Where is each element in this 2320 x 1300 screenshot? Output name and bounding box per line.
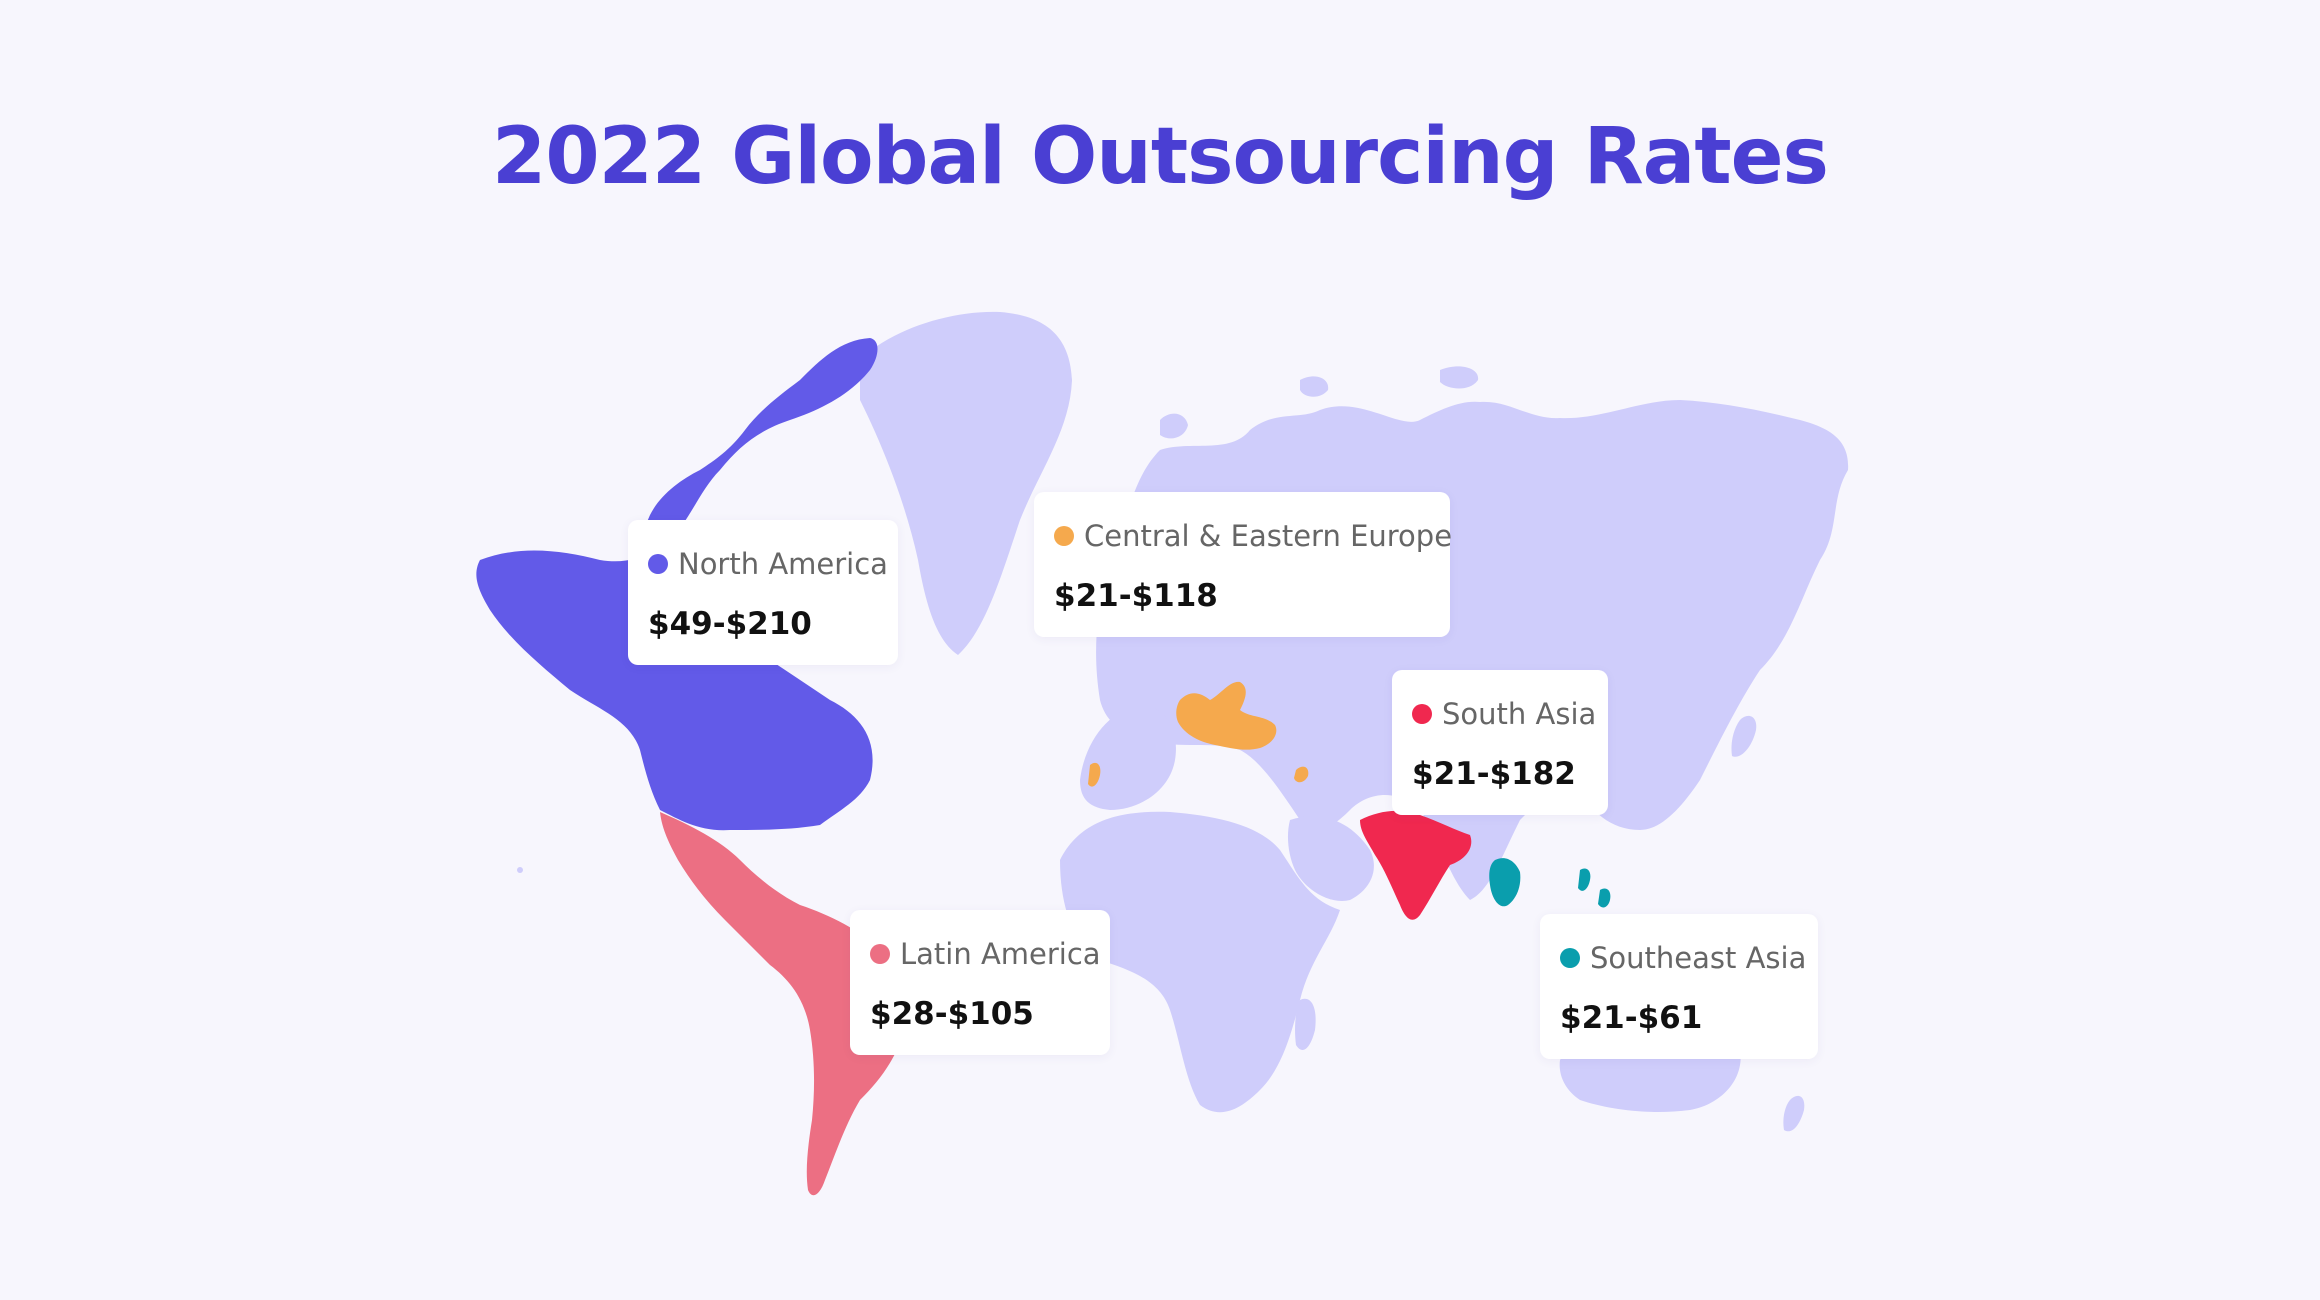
- landmass-greenland: [860, 311, 1072, 655]
- landmass-madagascar: [1295, 998, 1316, 1050]
- region-central-eastern-europe: [1088, 681, 1309, 787]
- region-south-asia: [1360, 810, 1472, 920]
- legend-dot: [1560, 948, 1580, 968]
- region-rate: $21-$182: [1412, 756, 1576, 792]
- region-rate: $28-$105: [870, 996, 1034, 1032]
- region-name: North America: [678, 547, 888, 581]
- region-card-south-asia: South Asia $21-$182: [1392, 670, 1608, 815]
- region-southeast-asia: [1489, 858, 1611, 908]
- landmass-new-zealand: [1783, 1095, 1805, 1132]
- region-north-america: [476, 338, 878, 831]
- landmass-western-europe: [1080, 705, 1176, 810]
- region-name: Central & Eastern Europe: [1084, 519, 1453, 553]
- region-name: South Asia: [1442, 697, 1597, 731]
- region-card-southeast-asia: Southeast Asia $21-$61: [1540, 914, 1818, 1059]
- region-rate: $49-$210: [648, 606, 812, 642]
- region-name: Southeast Asia: [1590, 941, 1807, 975]
- region-card-latin-america: Latin America $28-$105: [850, 910, 1110, 1055]
- landmass-japan: [1731, 715, 1757, 757]
- legend-dot: [1412, 704, 1432, 724]
- region-rate: $21-$118: [1054, 578, 1218, 614]
- legend-dot: [648, 554, 668, 574]
- landmass-hawaii: [517, 867, 523, 873]
- landmass-arabia: [1287, 816, 1374, 901]
- region-rate: $21-$61: [1560, 1000, 1703, 1036]
- region-name: Latin America: [900, 937, 1101, 971]
- legend-dot: [870, 944, 890, 964]
- page-title: 2022 Global Outsourcing Rates: [492, 112, 1829, 202]
- legend-dot: [1054, 526, 1074, 546]
- region-latin-america: [660, 812, 907, 1196]
- landmass-arctic-islands: [1160, 366, 1479, 439]
- region-card-north-america: North America $49-$210: [628, 520, 898, 665]
- region-card-central-eastern-europe: Central & Eastern Europe $21-$118: [1034, 492, 1453, 637]
- landmass-africa: [1060, 811, 1340, 1113]
